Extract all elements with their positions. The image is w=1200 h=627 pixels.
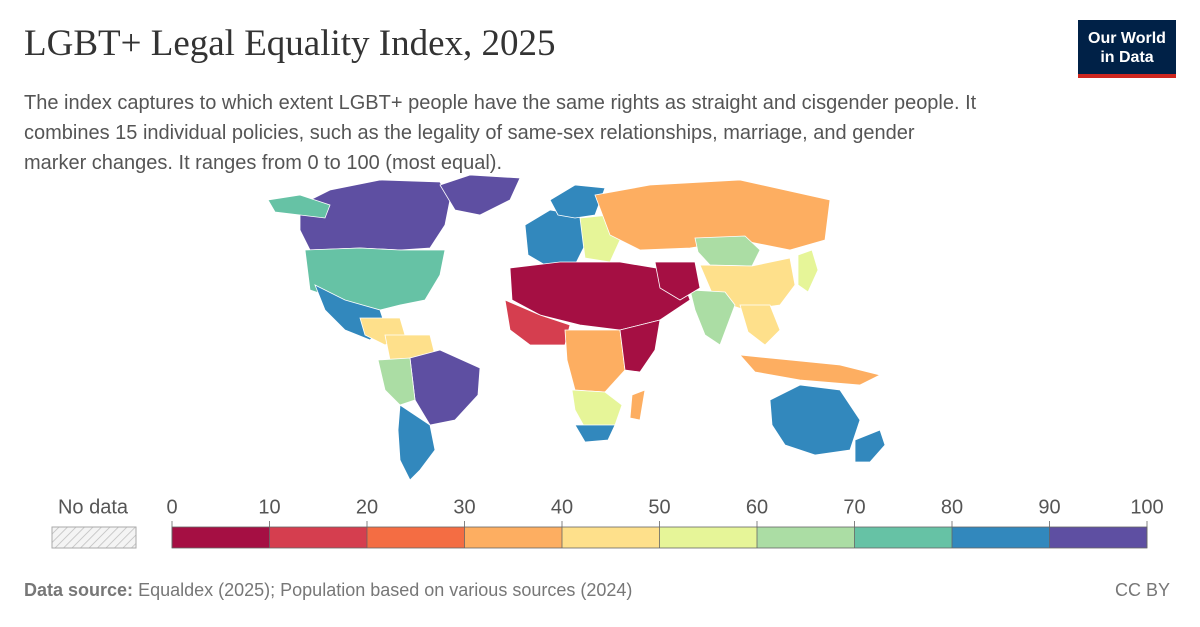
legend-tick-label: 60 bbox=[746, 496, 768, 518]
region bbox=[694, 235, 761, 267]
subtitle-line: combines 15 individual policies, such as… bbox=[24, 122, 915, 144]
legend-tick-label: 100 bbox=[1130, 496, 1163, 518]
legend-bin bbox=[172, 527, 270, 548]
subtitle: The index captures to which extent LGBT+… bbox=[24, 88, 976, 178]
region bbox=[797, 249, 819, 293]
legend-bin bbox=[659, 527, 757, 548]
logo-line: Our World bbox=[1088, 30, 1166, 47]
region bbox=[769, 384, 861, 456]
region bbox=[564, 329, 626, 393]
region bbox=[377, 357, 416, 406]
region bbox=[689, 289, 736, 346]
legend-bin bbox=[562, 527, 660, 548]
logo-line: in Data bbox=[1100, 49, 1154, 66]
legend-tick-label: 70 bbox=[843, 496, 865, 518]
source: Data source: Equaldex (2025); Population… bbox=[24, 580, 632, 601]
region bbox=[299, 179, 451, 251]
legend-bin bbox=[1049, 527, 1147, 548]
source-label: Data source: bbox=[24, 580, 134, 600]
legend-bin bbox=[952, 527, 1050, 548]
region bbox=[524, 209, 586, 266]
legend-tick-label: 30 bbox=[453, 496, 475, 518]
region bbox=[397, 404, 436, 481]
region bbox=[619, 319, 661, 373]
region bbox=[571, 389, 623, 429]
source-text: Equaldex (2025); Population based on var… bbox=[138, 580, 633, 600]
legend-tick-label: 20 bbox=[356, 496, 378, 518]
legend-tick-label: 50 bbox=[648, 496, 670, 518]
region bbox=[629, 389, 646, 421]
region bbox=[549, 184, 606, 219]
legend-tick-label: 0 bbox=[166, 496, 177, 518]
logo[interactable]: Our World in Data bbox=[1078, 20, 1176, 78]
region bbox=[654, 261, 701, 301]
region bbox=[854, 429, 886, 463]
legend-bin bbox=[757, 527, 855, 548]
region bbox=[504, 299, 571, 346]
legend-bin bbox=[464, 527, 562, 548]
chart-title: LGBT+ Legal Equality Index, 2025 bbox=[24, 23, 556, 64]
legend-tick-label: 90 bbox=[1038, 496, 1060, 518]
subtitle-line: The index captures to which extent LGBT+… bbox=[24, 92, 977, 114]
legend-tick-label: 10 bbox=[258, 496, 280, 518]
region bbox=[267, 194, 331, 219]
no-data-label: No data bbox=[58, 496, 129, 518]
region bbox=[739, 354, 882, 386]
legend-bin bbox=[269, 527, 367, 548]
legend-tick-label: 80 bbox=[941, 496, 963, 518]
region bbox=[594, 179, 831, 251]
legend-bin bbox=[854, 527, 952, 548]
legend-tick-label: 40 bbox=[551, 496, 573, 518]
region bbox=[409, 349, 481, 426]
region bbox=[574, 424, 616, 443]
legend-bin bbox=[367, 527, 465, 548]
region bbox=[439, 174, 521, 216]
region bbox=[739, 304, 781, 346]
subtitle-line: marker changes. It ranges from 0 to 100 … bbox=[24, 152, 502, 174]
no-data-swatch bbox=[51, 526, 137, 549]
license: CC BY bbox=[1114, 580, 1170, 600]
